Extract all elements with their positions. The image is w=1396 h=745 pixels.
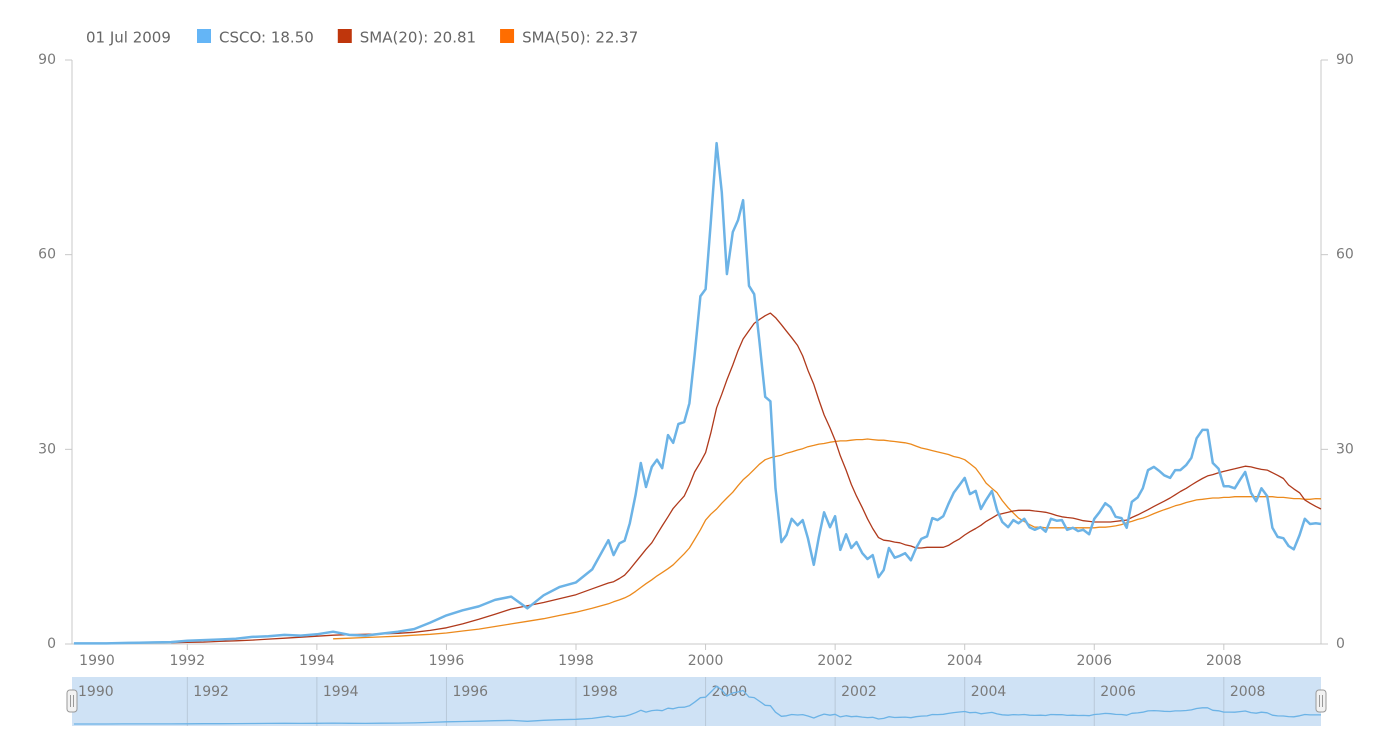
navigator-label: 1998 [582, 684, 618, 700]
x-tick-label: 2008 [1206, 653, 1242, 669]
x-tick-label: 2000 [688, 653, 724, 669]
y-tick-label: 30 [38, 441, 56, 457]
legend-label: SMA(20): 20.81 [360, 29, 476, 47]
series-line [171, 312, 1322, 644]
navigator-label: 1994 [323, 684, 359, 700]
y2-tick-label: 60 [1336, 247, 1354, 263]
navigator-label: 1990 [78, 684, 114, 700]
legend-swatch [337, 29, 352, 43]
x-tick-label: 2002 [817, 653, 853, 669]
x-tick-label: 1998 [558, 653, 594, 669]
legend-swatch [500, 29, 515, 43]
navigator-line [73, 685, 1321, 725]
legend-swatch [197, 29, 211, 43]
navigator-label: 2002 [841, 684, 877, 700]
legend-label: SMA(50): 22.37 [522, 29, 638, 47]
x-tick-label: 2006 [1076, 653, 1112, 669]
y2-tick-label: 30 [1336, 441, 1354, 457]
x-tick-label: 2004 [947, 653, 983, 669]
navigator-handle [1315, 689, 1327, 713]
navigator-label: 1992 [193, 684, 229, 700]
x-tick-label: 1996 [429, 653, 465, 669]
navigator-handle [66, 689, 78, 713]
y-tick-label: 90 [38, 52, 56, 68]
x-tick-label: 1992 [169, 653, 205, 669]
y-tick-label: 0 [47, 636, 56, 652]
y2-tick-label: 0 [1336, 636, 1345, 652]
legend-date: 01 Jul 2009 [86, 29, 171, 47]
y2-tick-label: 90 [1336, 52, 1354, 68]
series-line [73, 141, 1322, 645]
navigator-label: 2004 [971, 684, 1007, 700]
series-line [333, 438, 1322, 640]
navigator-label: 2008 [1230, 684, 1266, 700]
navigator-label: 2000 [712, 684, 748, 700]
legend-label: CSCO: 18.50 [219, 29, 314, 47]
x-tick-label: 1990 [79, 653, 115, 669]
x-tick-label: 1994 [299, 653, 335, 669]
y-tick-label: 60 [38, 247, 56, 263]
navigator-label: 1996 [452, 684, 488, 700]
navigator-label: 2006 [1100, 684, 1136, 700]
